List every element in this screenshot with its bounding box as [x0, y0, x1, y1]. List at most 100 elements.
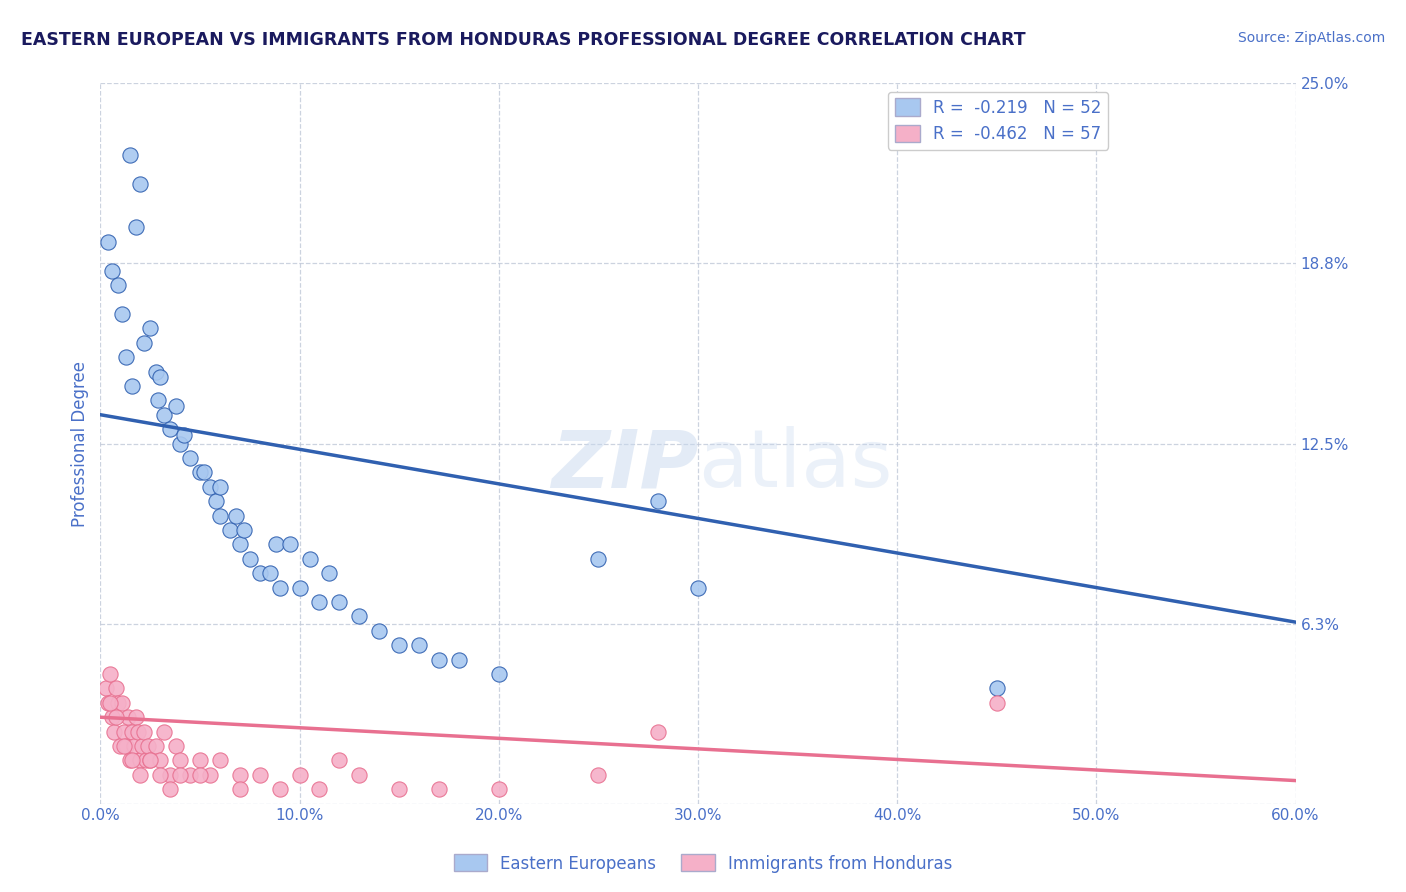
Point: [149, 768, 172, 782]
Point: [159, 782, 181, 797]
Point: [121, 379, 143, 393]
Point: [427, 782, 450, 797]
Point: [131, 739, 153, 753]
Point: [111, 696, 134, 710]
Point: [986, 696, 1008, 710]
Point: [129, 753, 152, 767]
Point: [488, 667, 510, 681]
Text: atlas: atlas: [697, 426, 893, 504]
Point: [115, 739, 138, 753]
Point: [288, 768, 311, 782]
Point: [408, 638, 430, 652]
Point: [205, 494, 228, 508]
Point: [139, 753, 162, 767]
Point: [96, 681, 118, 696]
Point: [105, 710, 128, 724]
Point: [229, 782, 252, 797]
Point: [165, 739, 187, 753]
Point: [198, 768, 221, 782]
Point: [208, 480, 231, 494]
Point: [149, 753, 172, 767]
Point: [145, 739, 167, 753]
Point: [169, 436, 191, 450]
Point: [107, 696, 129, 710]
Point: [135, 753, 157, 767]
Point: [120, 148, 142, 162]
Point: [198, 480, 221, 494]
Y-axis label: Professional Degree: Professional Degree: [72, 360, 89, 526]
Point: [208, 508, 231, 523]
Point: [149, 370, 172, 384]
Point: [103, 724, 125, 739]
Point: [122, 739, 145, 753]
Point: [153, 724, 176, 739]
Point: [112, 724, 135, 739]
Point: [188, 466, 211, 480]
Point: [218, 523, 240, 537]
Point: [107, 278, 129, 293]
Point: [112, 739, 135, 753]
Point: [986, 681, 1008, 696]
Point: [368, 624, 391, 638]
Point: [110, 739, 132, 753]
Point: [146, 393, 169, 408]
Point: [121, 753, 143, 767]
Point: [169, 768, 191, 782]
Point: [159, 422, 181, 436]
Point: [588, 551, 610, 566]
Text: ZIP: ZIP: [551, 426, 697, 504]
Point: [318, 566, 340, 581]
Point: [127, 724, 149, 739]
Legend: R =  -0.219   N = 52, R =  -0.462   N = 57: R = -0.219 N = 52, R = -0.462 N = 57: [889, 92, 1108, 150]
Point: [647, 494, 669, 508]
Point: [145, 364, 167, 378]
Point: [125, 710, 148, 724]
Point: [328, 595, 350, 609]
Point: [288, 581, 311, 595]
Point: [101, 263, 124, 277]
Point: [308, 782, 330, 797]
Text: EASTERN EUROPEAN VS IMMIGRANTS FROM HONDURAS PROFESSIONAL DEGREE CORRELATION CHA: EASTERN EUROPEAN VS IMMIGRANTS FROM HOND…: [21, 31, 1026, 49]
Point: [388, 782, 411, 797]
Point: [125, 220, 148, 235]
Point: [588, 768, 610, 782]
Point: [488, 782, 510, 797]
Point: [105, 681, 128, 696]
Point: [159, 768, 181, 782]
Point: [111, 307, 134, 321]
Point: [97, 235, 120, 249]
Point: [134, 335, 156, 350]
Point: [349, 768, 371, 782]
Point: [134, 724, 156, 739]
Point: [349, 609, 371, 624]
Point: [308, 595, 330, 609]
Point: [121, 724, 143, 739]
Point: [139, 321, 162, 335]
Point: [129, 178, 152, 192]
Point: [179, 450, 201, 465]
Point: [232, 523, 254, 537]
Point: [269, 581, 291, 595]
Point: [101, 710, 124, 724]
Point: [427, 652, 450, 666]
Point: [686, 581, 709, 595]
Point: [278, 537, 301, 551]
Point: [447, 652, 470, 666]
Point: [249, 768, 271, 782]
Point: [169, 753, 191, 767]
Point: [225, 508, 247, 523]
Point: [249, 566, 271, 581]
Point: [139, 753, 162, 767]
Point: [328, 753, 350, 767]
Point: [229, 768, 252, 782]
Point: [136, 739, 159, 753]
Point: [269, 782, 291, 797]
Point: [264, 537, 287, 551]
Point: [259, 566, 281, 581]
Point: [115, 350, 138, 364]
Point: [129, 768, 152, 782]
Point: [98, 667, 121, 681]
Point: [388, 638, 411, 652]
Point: [117, 710, 139, 724]
Point: [179, 768, 201, 782]
